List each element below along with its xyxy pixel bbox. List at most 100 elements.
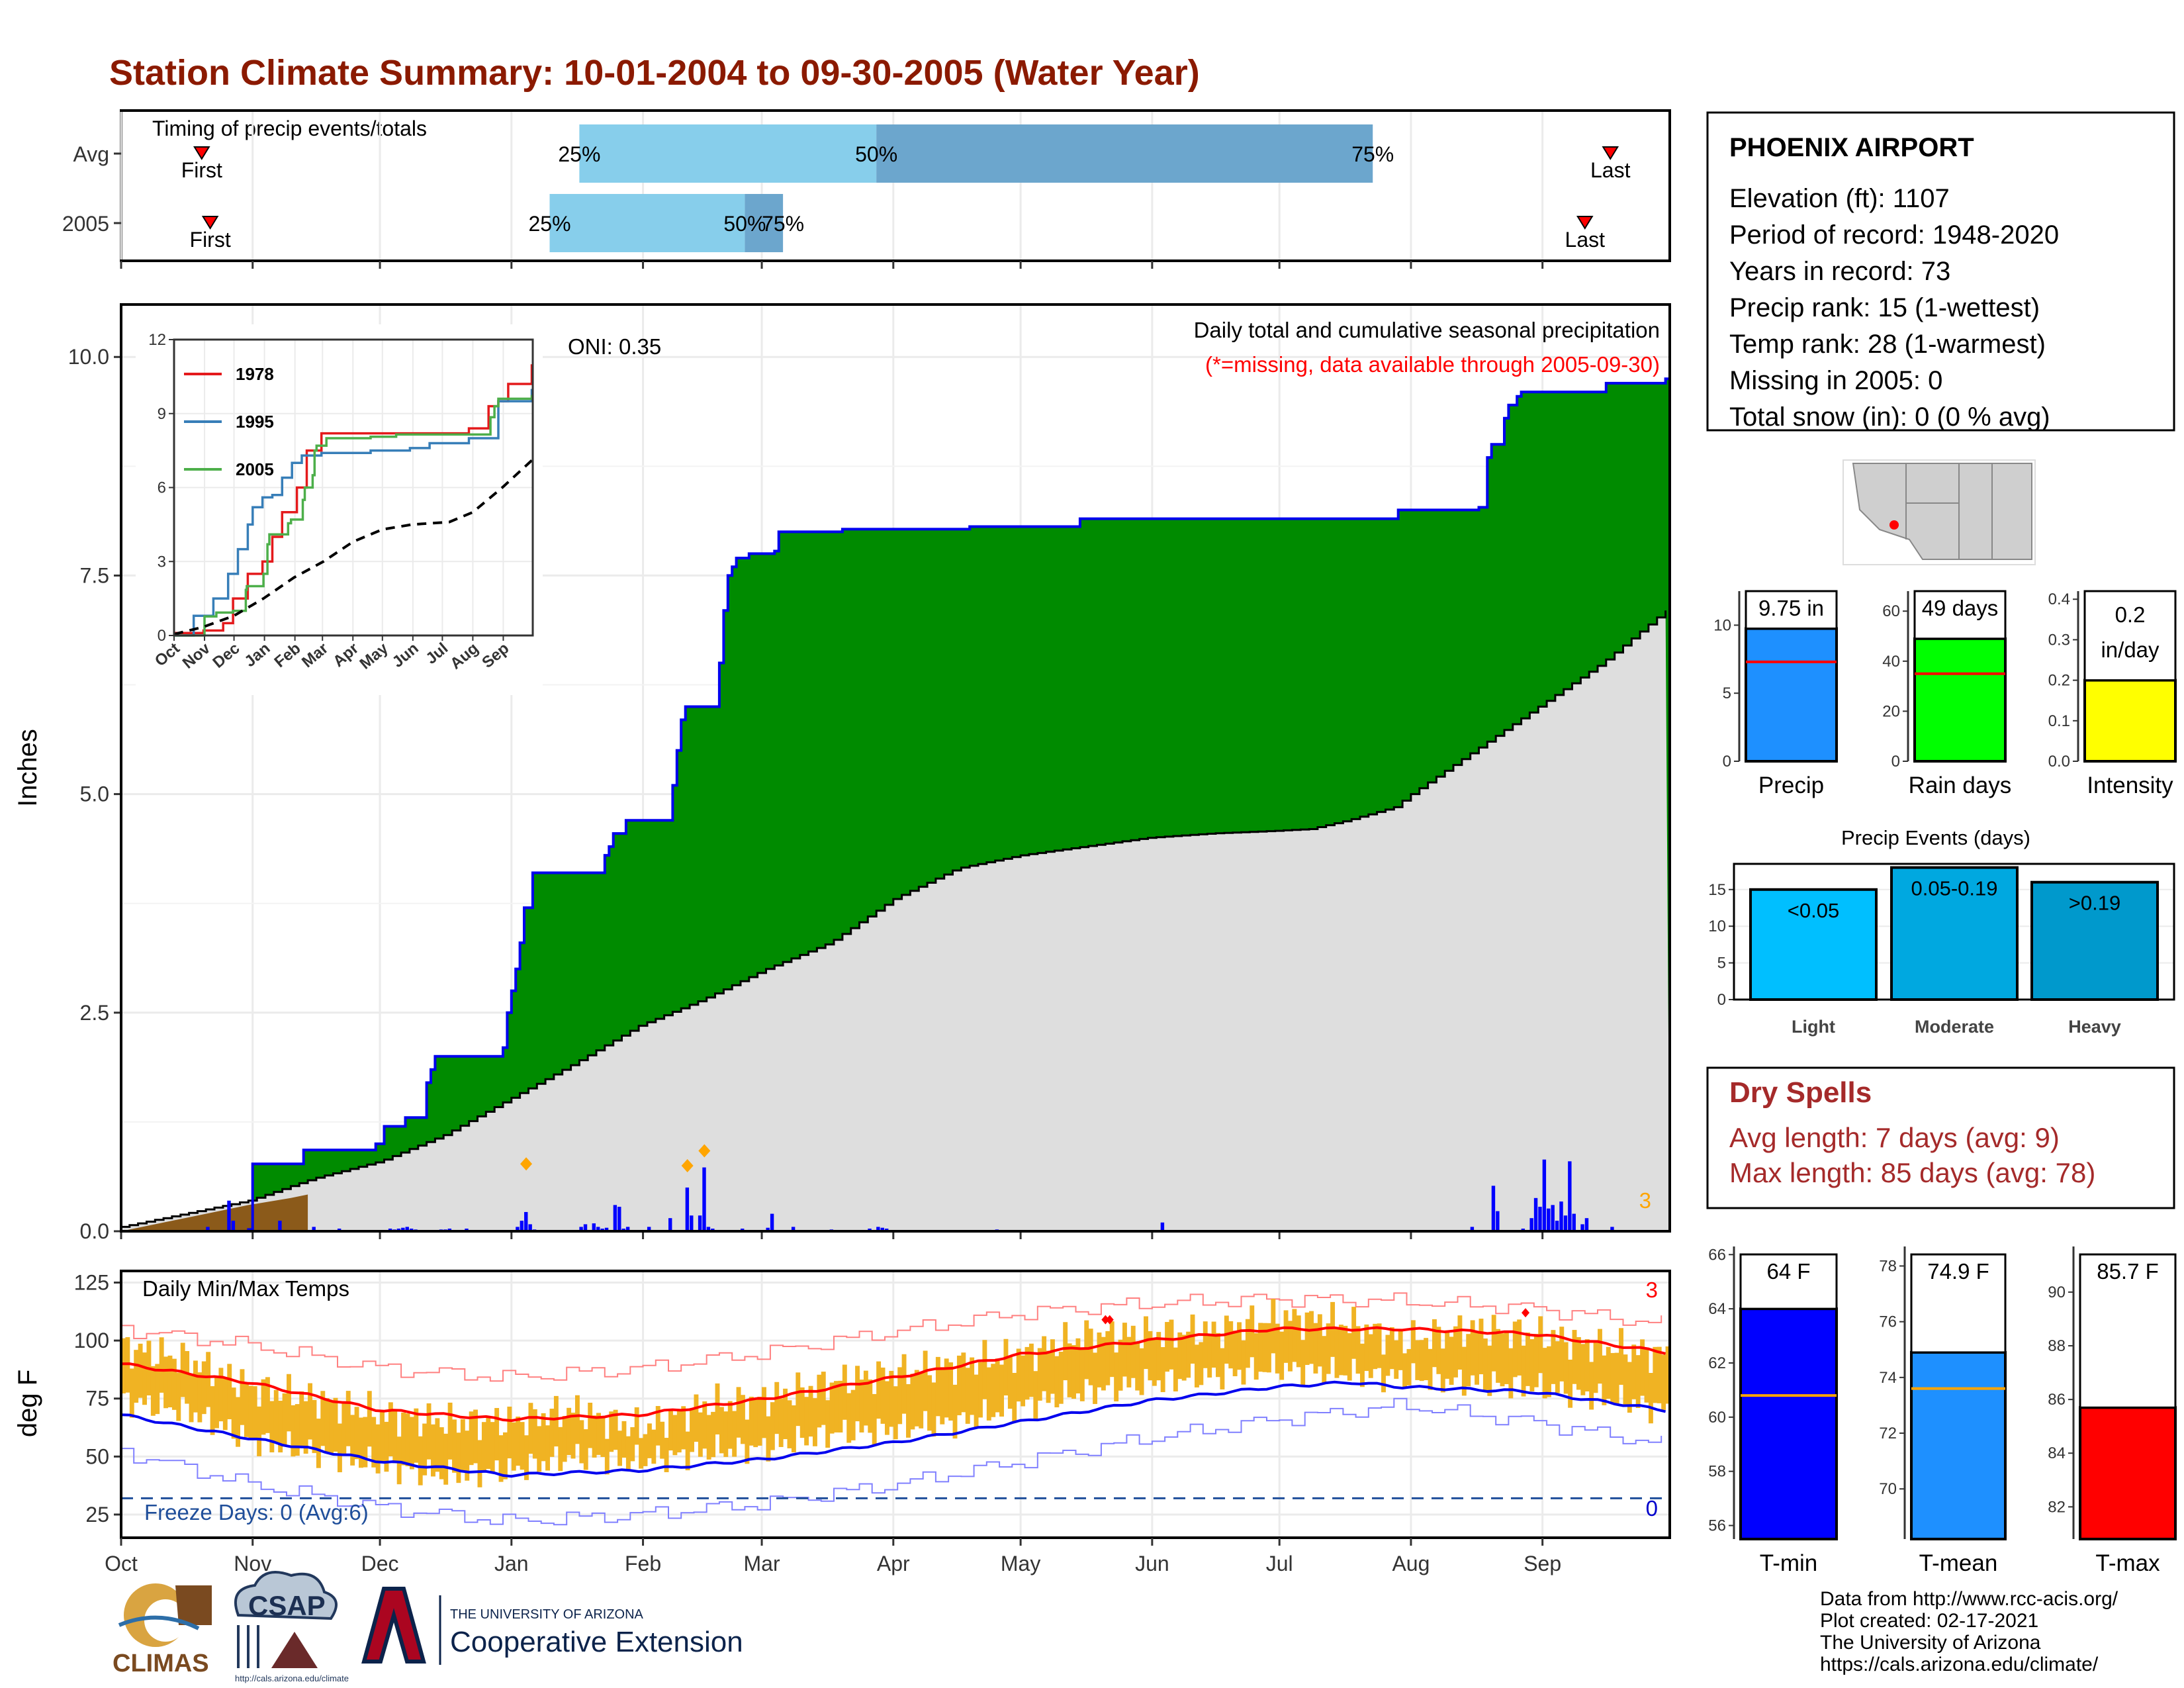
footer-url: https://cals.arizona.edu/climate/	[1820, 1654, 2099, 1675]
daily-precip-bar	[579, 1227, 583, 1231]
daily-temp-range-bar	[1186, 1331, 1191, 1378]
daily-temp-range-bar	[1079, 1348, 1085, 1401]
event-range-label: >0.19	[2069, 892, 2120, 915]
daily-temp-range-bar	[1572, 1330, 1577, 1384]
daily-temp-range-bar	[1432, 1319, 1437, 1368]
footer-university: The University of Arizona	[1820, 1632, 2041, 1654]
daily-temp-range-bar	[1631, 1344, 1637, 1399]
daily-temp-range-bar	[244, 1383, 249, 1437]
daily-temp-range-bar	[884, 1381, 889, 1435]
daily-temp-range-bar	[511, 1422, 516, 1471]
daily-temp-range-bar	[1410, 1320, 1416, 1364]
daily-temp-range-bar	[380, 1411, 385, 1464]
daily-temp-range-bar	[719, 1407, 724, 1454]
daily-temp-range-bar	[498, 1435, 504, 1482]
daily-temp-range-bar	[613, 1409, 618, 1450]
normal-max-line	[120, 1326, 1666, 1423]
station-info-box: PHOENIX AIRPORT Elevation (ft): 1107 Per…	[1706, 111, 2175, 432]
daily-temp-range-bar	[799, 1387, 805, 1438]
daily-temp-range-bar	[1279, 1331, 1285, 1380]
daily-temp-range-bar	[439, 1427, 444, 1479]
daily-temp-range-bar	[1559, 1327, 1565, 1382]
daily-temp-range-bar	[1262, 1323, 1267, 1372]
summary-ytick-label: 0	[1723, 753, 1731, 771]
daily-precip-bar	[1160, 1222, 1165, 1231]
summary-ytick-label: 0	[1891, 753, 1900, 771]
station-location-marker	[1889, 520, 1899, 530]
daily-temp-range-bar	[1012, 1372, 1017, 1422]
daily-temp-range-bar	[1245, 1319, 1250, 1368]
daily-temp-range-bar	[804, 1397, 809, 1446]
station-years: Years in record: 73	[1729, 257, 1950, 286]
timing-bar-q50-q75	[876, 124, 1373, 183]
daily-temp-range-bar	[1521, 1345, 1526, 1397]
daily-temp-range-bar	[749, 1396, 754, 1446]
daily-temp-range-bar	[1568, 1359, 1573, 1408]
daily-temp-range-bar	[982, 1340, 987, 1399]
daily-temp-range-bar	[329, 1401, 334, 1454]
daily-temp-range-bar	[651, 1429, 657, 1464]
timing-bar-q50-q75	[745, 194, 784, 252]
cumulative-2005-line	[121, 377, 1670, 1233]
daily-temp-range-bar	[1160, 1347, 1165, 1393]
daily-temp-range-bar	[1130, 1325, 1136, 1378]
daily-temp-range-bar	[961, 1352, 966, 1413]
daily-temp-range-bar	[1177, 1332, 1183, 1380]
month-label: Aug	[1392, 1552, 1430, 1575]
summary-bar-label: Intensity	[2087, 773, 2173, 798]
daily-temp-range-bar	[418, 1436, 423, 1485]
daily-temp-range-bar	[1003, 1338, 1009, 1396]
daily-temp-range-bar	[159, 1337, 164, 1393]
daily-precip-bar	[690, 1215, 694, 1231]
daily-temp-range-bar	[171, 1358, 177, 1410]
daily-temp-range-bar	[901, 1354, 907, 1414]
daily-temp-range-bar	[583, 1429, 588, 1470]
daily-temp-range-bar	[910, 1374, 915, 1430]
daily-temp-range-bar	[1118, 1339, 1123, 1391]
daily-temp-range-bar	[1619, 1328, 1623, 1385]
daily-precip-bar	[1572, 1213, 1576, 1231]
daily-temp-range-bar	[647, 1423, 652, 1458]
daily-precip-bar	[880, 1227, 884, 1231]
summary-ytick-label: 0.2	[2048, 672, 2070, 690]
daily-temp-range-bar	[1402, 1353, 1408, 1388]
tempbar-ytick-label: 86	[2048, 1391, 2066, 1409]
daily-temp-range-bar	[796, 1372, 801, 1427]
daily-temp-range-bar	[1097, 1332, 1102, 1387]
daily-temp-range-bar	[889, 1370, 894, 1427]
daily-temp-range-bar	[316, 1419, 321, 1468]
tempbar-ytick-label: 84	[2048, 1444, 2066, 1462]
daily-temp-range-bar	[880, 1367, 886, 1424]
summary-value-box	[2083, 590, 2177, 682]
daily-temp-range-bar	[609, 1411, 614, 1452]
daily-temp-range-bar	[214, 1377, 219, 1429]
daily-temp-range-bar	[129, 1368, 134, 1418]
summary-value-label: 49 days	[1922, 596, 1999, 620]
daily-temp-range-bar	[1228, 1321, 1234, 1369]
tempbar-value-label: 74.9 F	[1927, 1259, 1989, 1284]
daily-temp-range-bar	[923, 1350, 928, 1411]
daily-precip-bar	[524, 1211, 528, 1231]
daily-temp-range-bar	[863, 1370, 868, 1426]
daily-temp-range-bar	[1627, 1362, 1632, 1413]
daily-precip-bar	[312, 1227, 316, 1231]
precip-ytick-label: 0.0	[80, 1219, 109, 1243]
daily-temp-range-bar	[1046, 1350, 1051, 1403]
daily-temp-range-bar	[1512, 1321, 1518, 1378]
daily-temp-range-bar	[986, 1367, 991, 1421]
inset-ytick-label: 3	[158, 553, 166, 571]
normal-min-line	[120, 1380, 1666, 1478]
daily-temp-range-bar	[690, 1407, 694, 1452]
daily-temp-range-bar	[409, 1417, 414, 1470]
event-bar-light	[1749, 888, 1878, 1002]
tempbar-value-box	[1739, 1253, 1838, 1310]
daily-temp-range-bar	[549, 1409, 555, 1457]
daily-temp-range-bar	[431, 1424, 435, 1477]
daily-temp-range-bar	[1470, 1320, 1475, 1376]
daily-temp-range-bar	[1606, 1346, 1611, 1399]
daily-precip-bar	[1568, 1161, 1572, 1231]
tempbar-label: T-min	[1760, 1550, 1818, 1576]
daily-temp-range-bar	[176, 1372, 181, 1421]
summary-value-label: 0.2	[2115, 602, 2146, 627]
daily-precip-bar	[528, 1224, 532, 1231]
